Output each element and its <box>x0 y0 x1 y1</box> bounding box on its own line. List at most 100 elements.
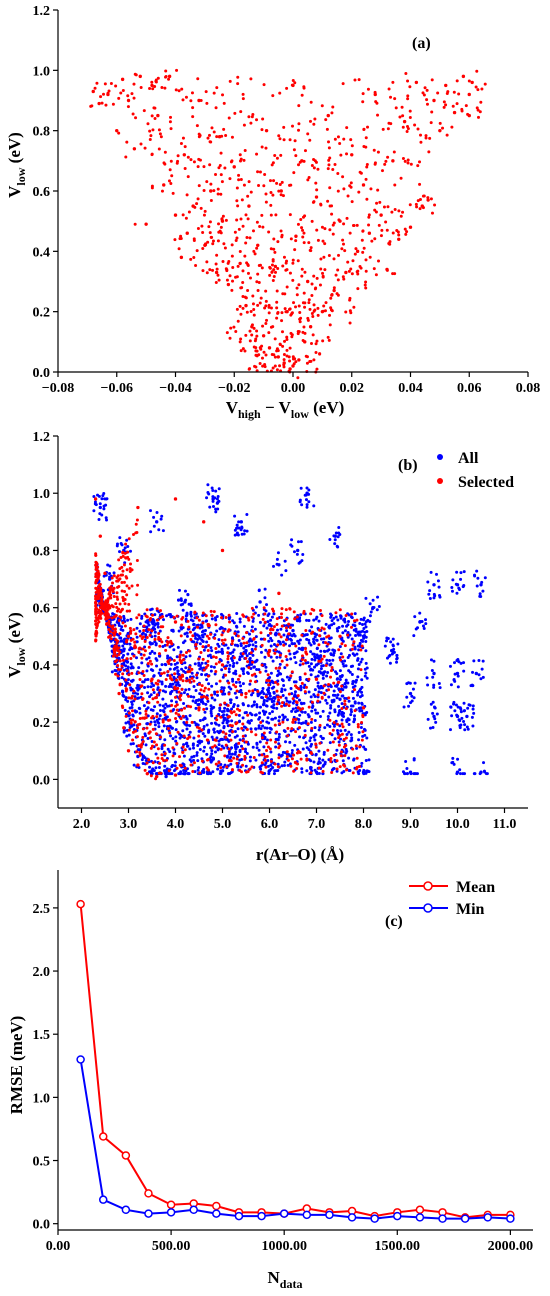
scatter-point <box>315 646 319 650</box>
scatter-point <box>293 617 297 621</box>
scatter-point <box>307 500 311 504</box>
scatter-point <box>95 81 99 85</box>
scatter-point <box>329 706 333 710</box>
scatter-point <box>321 769 325 773</box>
panel-b-ylabel-main: V <box>5 665 24 678</box>
scatter-point <box>285 755 289 759</box>
scatter-point <box>389 95 393 99</box>
scatter-point <box>442 105 446 109</box>
scatter-point <box>204 702 208 706</box>
scatter-point <box>357 731 361 735</box>
data-point <box>212 1209 221 1218</box>
scatter-point <box>295 286 299 290</box>
scatter-point <box>324 698 328 702</box>
scatter-point <box>96 585 100 589</box>
scatter-point <box>328 186 332 190</box>
scatter-point <box>168 168 172 172</box>
scatter-point <box>364 269 368 273</box>
scatter-point <box>140 656 144 660</box>
scatter-point <box>162 710 166 714</box>
scatter-point <box>473 573 477 577</box>
scatter-point <box>255 118 259 122</box>
scatter-point <box>313 688 317 692</box>
scatter-point <box>202 725 206 729</box>
scatter-point <box>258 620 262 624</box>
scatter-point <box>253 672 257 676</box>
scatter-point <box>221 651 225 655</box>
scatter-point <box>333 137 337 141</box>
scatter-point <box>313 708 317 712</box>
scatter-point <box>100 597 104 601</box>
scatter-point <box>212 610 216 614</box>
scatter-point <box>323 726 327 730</box>
scatter-point <box>138 622 142 626</box>
scatter-point <box>364 649 368 653</box>
scatter-point <box>356 691 360 695</box>
scatter-point <box>343 659 347 663</box>
scatter-point <box>233 631 237 635</box>
scatter-point <box>312 760 316 764</box>
data-point <box>144 1189 153 1198</box>
scatter-point <box>422 626 426 630</box>
scatter-point <box>158 654 162 658</box>
scatter-point <box>232 648 236 652</box>
scatter-point <box>120 77 125 82</box>
scatter-point <box>163 150 167 154</box>
scatter-point <box>255 746 259 750</box>
scatter-point <box>132 96 136 100</box>
scatter-point <box>359 617 363 621</box>
scatter-point <box>350 153 354 157</box>
scatter-point <box>282 352 286 356</box>
scatter-point <box>219 766 223 770</box>
scatter-point <box>150 83 154 88</box>
scatter-point <box>321 758 325 762</box>
scatter-point <box>269 759 273 763</box>
scatter-point <box>309 771 313 775</box>
scatter-point <box>235 661 239 665</box>
scatter-point <box>202 165 206 169</box>
scatter-point <box>178 677 182 681</box>
scatter-point <box>242 624 246 628</box>
scatter-point <box>118 615 122 619</box>
scatter-point <box>265 626 269 630</box>
scatter-point <box>312 640 316 644</box>
scatter-point <box>138 717 142 721</box>
scatter-point <box>197 661 201 665</box>
scatter-point <box>105 518 109 522</box>
scatter-point <box>190 720 194 724</box>
scatter-point <box>295 615 299 619</box>
scatter-point <box>414 202 418 206</box>
scatter-point <box>457 588 461 592</box>
scatter-point <box>332 689 336 693</box>
scatter-point <box>275 306 279 310</box>
scatter-point <box>213 636 217 640</box>
scatter-point <box>327 163 331 167</box>
scatter-point <box>226 654 230 658</box>
scatter-point <box>362 636 366 640</box>
scatter-point <box>250 625 254 629</box>
scatter-point <box>403 227 407 231</box>
scatter-point <box>479 100 483 104</box>
scatter-point <box>303 214 307 218</box>
scatter-point <box>107 628 111 632</box>
scatter-point <box>362 127 366 131</box>
scatter-point <box>110 576 114 580</box>
scatter-point <box>136 692 140 696</box>
scatter-point <box>477 673 481 677</box>
scatter-point <box>349 713 353 717</box>
scatter-point <box>410 699 414 703</box>
scatter-point <box>284 608 288 612</box>
scatter-point <box>114 672 118 676</box>
scatter-point <box>293 655 297 659</box>
scatter-point <box>273 762 277 766</box>
scatter-point <box>362 727 366 731</box>
scatter-point <box>267 311 271 315</box>
scatter-point <box>93 86 97 90</box>
scatter-point <box>328 313 332 317</box>
scatter-point <box>396 642 400 646</box>
scatter-point <box>362 246 366 250</box>
scatter-point <box>338 678 342 682</box>
scatter-point <box>293 139 297 143</box>
scatter-point <box>227 613 231 617</box>
scatter-point <box>450 586 454 590</box>
